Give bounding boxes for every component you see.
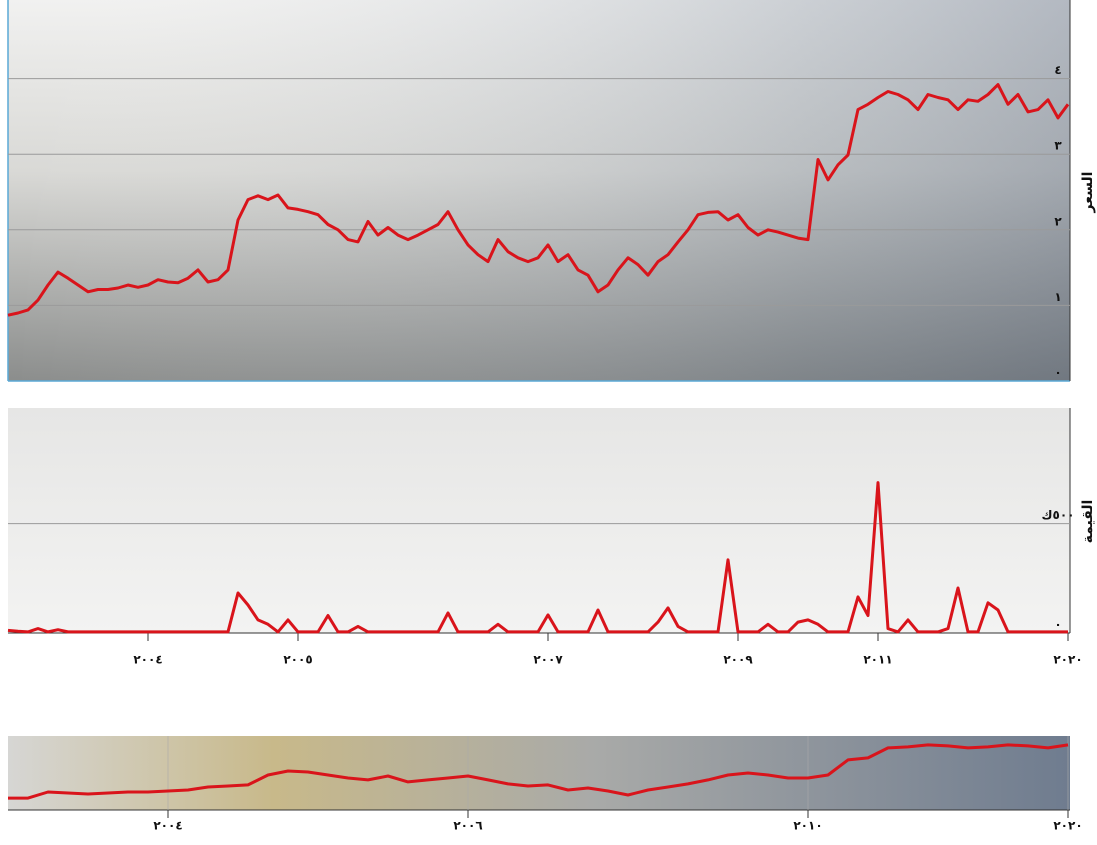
x-tick-label: ٢٠١١	[863, 653, 892, 667]
x-tick-label: ٢٠٠٧	[533, 653, 563, 667]
y-tick-label: ١	[1054, 290, 1061, 304]
price-background-shade	[8, 0, 1070, 381]
x-tick-label: ٢٠٠٦	[453, 819, 482, 833]
x-tick-label: ٢٠٠٥	[283, 653, 312, 667]
x-tick-label: ٢٠٢٠	[1053, 819, 1082, 833]
price-line	[7, 481, 1068, 634]
y-tick-label: ٠	[1054, 618, 1061, 632]
y-tick-label: ٥٠٠ك	[1042, 508, 1075, 522]
y-tick-label: ٠	[1054, 366, 1061, 380]
y-axis-title: القيمة	[1080, 500, 1096, 544]
price-line	[8, 743, 1069, 800]
y-tick-label: ٤	[1054, 63, 1061, 77]
x-tick-label: ٢٠٠٤	[153, 819, 182, 833]
volume-background	[8, 408, 1070, 633]
y-axis-title: السعر	[1080, 172, 1096, 214]
x-tick-label: ٢٠٢٠	[1053, 653, 1082, 667]
y-tick-label: ٣	[1054, 139, 1062, 153]
price-line	[7, 83, 1070, 317]
x-tick-label: ٢٠٠٤	[133, 653, 162, 667]
y-tick-label: ٢	[1054, 214, 1062, 228]
x-tick-label: ٢٠١٠	[793, 819, 822, 833]
x-tick-label: ٢٠٠٩	[723, 653, 753, 667]
